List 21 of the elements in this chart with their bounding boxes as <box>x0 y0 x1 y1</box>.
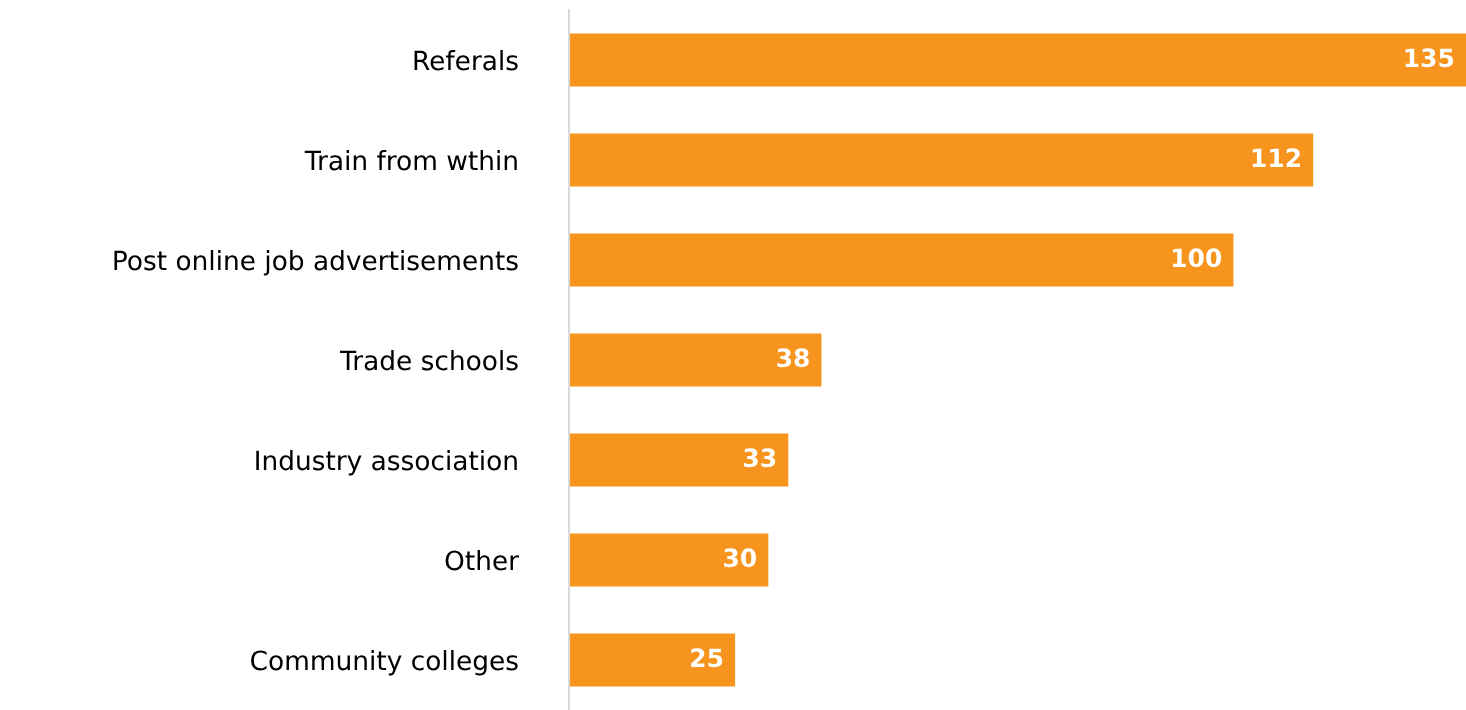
y-tick-label: Other <box>445 549 519 571</box>
y-tick-label: Trade schools <box>339 349 518 371</box>
bar <box>569 233 1234 287</box>
y-tick-label: Post online job advertisements <box>114 249 518 276</box>
data-label: 38 <box>777 348 809 368</box>
y-tick-label: Industry association <box>256 449 517 476</box>
bar <box>569 133 1314 187</box>
data-label: 100 <box>1172 248 1222 268</box>
data-label: 112 <box>1252 148 1300 167</box>
bar <box>569 33 1466 87</box>
bar <box>569 533 769 587</box>
y-tick-label: Referals <box>414 49 518 71</box>
bar <box>569 633 736 687</box>
data-label: 33 <box>744 448 776 468</box>
data-label: 135 <box>1405 48 1454 68</box>
data-label: 25 <box>691 648 723 668</box>
y-tick-label: Community colleges <box>251 649 518 676</box>
bar <box>569 333 822 387</box>
data-label: 30 <box>724 548 757 568</box>
y-tick-label: Train from wthin <box>304 149 517 171</box>
bar <box>569 433 789 487</box>
